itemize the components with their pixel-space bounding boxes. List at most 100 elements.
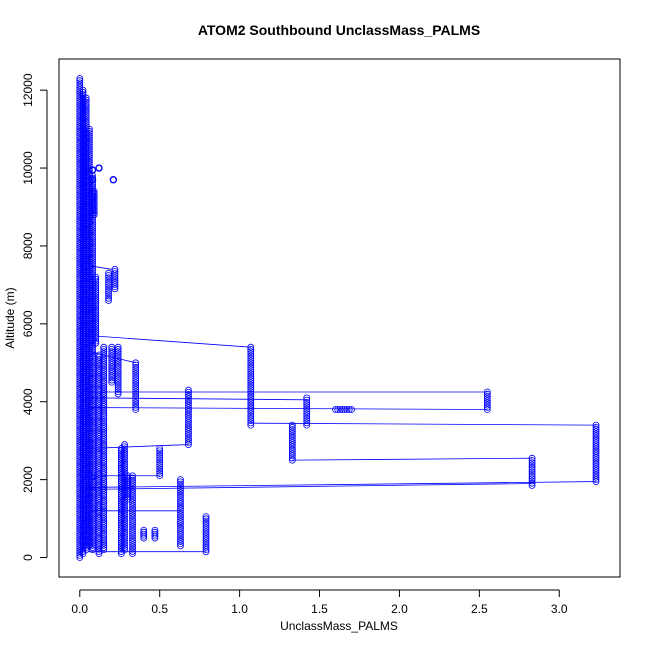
data-point (592, 432, 600, 440)
data-point (100, 390, 108, 397)
data-point (202, 537, 210, 545)
data-point (121, 546, 128, 554)
data-point (89, 238, 96, 246)
data-point (592, 445, 600, 453)
data-point (247, 397, 255, 405)
data-point (100, 407, 108, 415)
data-point (100, 414, 108, 422)
data-point (247, 406, 255, 413)
data-point (132, 403, 140, 411)
x-axis-label: UnclassMass_PALMS (280, 619, 398, 633)
data-point (85, 141, 93, 148)
data-point (592, 467, 600, 475)
data-point (92, 309, 100, 316)
plot-frame (58, 58, 621, 578)
data-point (177, 493, 184, 501)
data-point (79, 88, 87, 96)
data-point (202, 530, 210, 538)
data-point (95, 358, 103, 366)
data-point (177, 507, 184, 514)
data-point (132, 363, 140, 371)
data-point (177, 515, 184, 523)
x-tick-label: 3.0 (551, 602, 568, 616)
data-point (592, 436, 600, 444)
data-point (100, 453, 108, 461)
data-point (247, 379, 255, 387)
data-point (108, 348, 116, 355)
data-point (92, 313, 100, 321)
data-point (114, 363, 122, 371)
data-point (89, 458, 96, 466)
data-point (132, 372, 140, 380)
data-point (592, 462, 600, 470)
data-point (100, 513, 108, 521)
data-point (592, 428, 600, 436)
data-point (100, 350, 108, 358)
data-point (303, 419, 311, 427)
data-point (177, 491, 184, 499)
data-point (89, 493, 96, 501)
data-point (288, 452, 296, 460)
connector-line (87, 397, 307, 401)
data-point (100, 537, 108, 545)
data-point (177, 498, 184, 506)
data-point (76, 77, 84, 85)
data-point (89, 365, 96, 373)
data-point (156, 458, 164, 466)
y-tick-label: 0 (21, 554, 35, 561)
data-point (121, 522, 128, 530)
data-point (92, 297, 100, 305)
data-point (89, 420, 96, 428)
data-point (121, 454, 128, 462)
data-point (85, 138, 93, 146)
data-point (89, 383, 96, 391)
data-point (111, 274, 119, 282)
data-point (185, 410, 192, 418)
data-point (177, 535, 184, 543)
data-point (129, 492, 136, 500)
data-point (89, 376, 96, 384)
data-point (89, 368, 96, 375)
data-point (483, 399, 491, 407)
data-point (95, 424, 103, 432)
data-point (185, 388, 192, 396)
data-point (132, 370, 140, 378)
data-point (100, 394, 108, 402)
data-point (82, 101, 90, 108)
data-point (185, 419, 192, 427)
data-point (247, 401, 255, 409)
data-point (114, 361, 122, 369)
data-point (85, 156, 93, 164)
data-point (156, 465, 164, 473)
data-point (82, 98, 90, 106)
data-point (108, 350, 116, 358)
data-point (100, 482, 108, 490)
data-point (85, 130, 93, 137)
data-point (95, 391, 103, 399)
data-point (95, 433, 103, 441)
data-point (185, 399, 192, 407)
data-point (89, 513, 96, 521)
data-point (151, 530, 159, 538)
data-point (95, 364, 103, 372)
data-point (89, 517, 96, 525)
data-point (89, 370, 96, 378)
data-point (129, 530, 136, 537)
data-point (82, 105, 90, 113)
data-point (129, 476, 136, 484)
data-point (247, 388, 255, 396)
data-point (202, 524, 210, 531)
data-point (89, 508, 96, 516)
data-point (334, 406, 342, 413)
data-point (483, 390, 491, 398)
data-point (288, 428, 296, 436)
data-point (129, 474, 136, 482)
data-point (338, 406, 346, 413)
data-point (177, 542, 184, 550)
data-point (100, 475, 108, 483)
data-point (528, 482, 536, 489)
data-point (114, 350, 122, 358)
data-point (100, 442, 108, 450)
data-point (89, 414, 96, 422)
data-point (121, 541, 128, 549)
